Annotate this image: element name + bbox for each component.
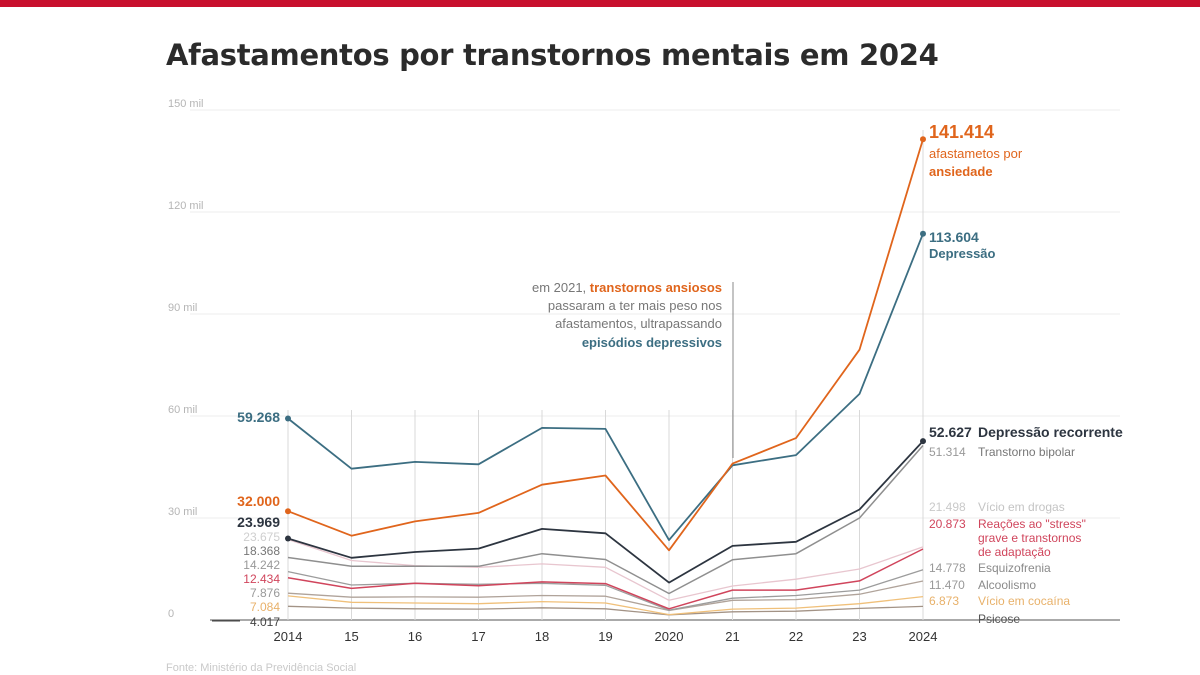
y-tick-label: 120 mil [168,200,203,212]
annotation-line-1: em 2021, transtornos ansiosos [532,280,722,295]
series-line [287,233,924,541]
series-start-point [285,415,291,422]
x-tick-label: 2014 [274,629,303,644]
series-end-value: 14.778 [929,561,966,575]
series-name-line: grave e transtornos [978,531,1081,545]
x-tick-label: 16 [408,629,422,644]
annotation-line-3: afastamentos, ultrapassando [555,316,722,331]
series-line [287,440,924,584]
y-tick-label: 60 mil [168,404,197,416]
series-start-value: 4.017 [250,615,280,629]
series-end-value: 21.498 [929,500,966,514]
y-tick-label: 90 mil [168,302,197,314]
x-tick-label: 21 [725,629,739,644]
series-name-line: de adaptação [978,545,1051,559]
series-name-line: Psicose [978,612,1020,626]
x-tick-label: 18 [535,629,549,644]
series-name-line: Transtorno bipolar [978,445,1075,459]
series-end-value: 20.873 [929,517,966,531]
series-start-value: 7.876 [250,586,280,600]
x-tick-label: 19 [598,629,612,644]
series-name-line: afastametos por [929,146,1023,161]
series-line [287,595,924,616]
series-line [287,605,924,616]
series-end-value: 52.627 [929,424,972,440]
series-start-value: 14.242 [243,558,280,572]
annotation-line-4: episódios depressivos [582,335,722,350]
series-start-value: 23.969 [237,514,280,530]
series-end-value: 113.604 [929,229,979,245]
series-line [287,569,924,611]
series-start-value: 7.084 [250,600,280,614]
series-start-value: 32.000 [237,493,280,509]
chart-title: Afastamentos por transtornos mentais em … [166,38,939,72]
x-tick-label: 22 [789,629,803,644]
series-name-line: ansiedade [929,164,993,179]
y-tick-label: 150 mil [168,98,203,110]
series-line [287,445,924,595]
series-end-point [920,136,926,143]
series-end-value: 11.470 [929,578,965,592]
annotation-line-2: passaram a ter mais peso nos [548,298,723,313]
series-end-value: 141.414 [929,122,994,142]
x-tick-label: 23 [852,629,866,644]
series-start-value: 59.268 [237,409,280,425]
x-tick-label: 2024 [909,629,938,644]
series-end-value: 6.873 [929,594,959,608]
series-name-line: Vício em cocaína [978,594,1070,608]
series-start-value: 23.675 [243,530,280,544]
series-end-point [920,438,926,445]
series-line [287,138,924,552]
top-accent-bar [0,0,1200,7]
annotation: em 2021, transtornos ansiosos passaram a… [532,280,734,458]
series-end-point [920,230,926,237]
series-start-value: 18.368 [243,544,280,558]
series-start-value: 12.434 [243,572,280,586]
series-start-point [285,508,291,515]
series-name-line: Reações ao "stress" [978,517,1086,531]
series-line [287,538,924,601]
x-tick-label: 2020 [655,629,684,644]
series-name-line: Esquizofrenia [978,561,1051,575]
series-name-line: Alcoolismo [978,578,1036,592]
x-tick-label: 17 [471,629,485,644]
series-name-line: Depressão recorrente [978,424,1123,440]
source-note: Fonte: Ministério da Previdência Social [166,662,356,674]
series-end-value: 51.314 [929,445,966,459]
series-line [287,580,924,612]
y-tick-label: 0 [168,608,174,620]
series-line [287,548,924,610]
series-name-line: Depressão [929,246,996,261]
series-start-point [285,535,291,542]
x-tick-label: 15 [344,629,358,644]
y-tick-label: 30 mil [168,506,197,518]
series-name-line: Vício em drogas [978,500,1065,514]
